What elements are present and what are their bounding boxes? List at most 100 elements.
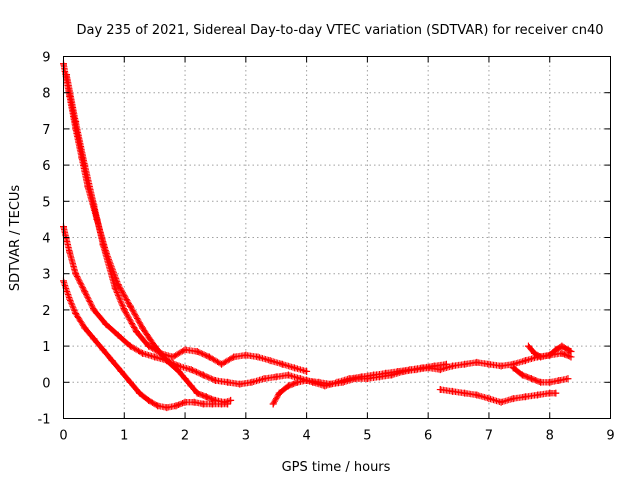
data-point [388,371,396,379]
data-point [564,375,572,383]
data-point [546,389,554,397]
data-point [242,351,250,359]
data-point [114,331,122,339]
data-point [497,398,505,406]
data-point [534,391,542,399]
data-point [187,382,195,390]
data-point [527,375,535,383]
data-point [72,310,80,318]
data-point [485,395,493,403]
data-point [145,342,153,350]
data-point [211,376,219,384]
data-point [114,281,122,289]
data-point [132,328,140,336]
data-point [175,362,183,370]
data-point [126,302,134,310]
data-layer [60,60,575,412]
data-point [436,366,444,374]
data-point [473,358,481,366]
data-point [424,364,432,372]
data-point [531,349,539,357]
series-track-8 [524,342,575,361]
data-point [99,241,107,249]
data-point [202,393,210,401]
y-tick-label: 1 [42,340,50,355]
data-point [90,201,98,209]
data-point [303,367,311,375]
data-point [558,342,566,350]
y-tick-label: 7 [42,123,50,138]
data-point [81,288,89,296]
data-point [497,362,505,370]
data-point [461,389,469,397]
data-point [145,396,153,404]
data-point [151,353,159,361]
data-point [90,306,98,314]
data-point [552,389,560,397]
data-point [293,378,301,386]
data-point [218,400,226,408]
y-tick-label: 4 [42,232,50,247]
y-tick-label: 9 [42,51,50,66]
axis-layer: 0 1 2 3 4 5 6 7 8 9 -1 0 1 2 3 4 5 6 7 8 9 [38,51,615,444]
data-point [248,378,256,386]
data-point [260,375,268,383]
data-point [218,360,226,368]
data-point [400,367,408,375]
data-point [278,360,286,368]
data-point [135,389,143,397]
data-point [555,376,563,384]
data-point [521,393,529,401]
data-point [224,378,232,386]
data-point [558,349,566,357]
data-point [81,161,89,169]
data-point [72,118,80,126]
data-point [72,270,80,278]
data-point [227,396,235,404]
data-point [509,364,517,372]
data-point [120,306,128,314]
data-point [485,360,493,368]
data-point [190,398,198,406]
data-point [224,400,232,408]
series-track-3 [60,223,450,390]
x-axis-label: GPS time / hours [282,460,391,475]
data-point [266,357,274,365]
data-point [436,386,444,394]
data-point [461,360,469,368]
x-tick-label: 5 [363,429,371,444]
data-point [376,373,384,381]
data-point [275,389,283,397]
y-tick-label: -1 [38,413,51,428]
data-point [524,342,532,350]
data-point [448,362,456,370]
series-track-7 [509,364,572,386]
data-point [269,400,277,408]
x-tick-label: 1 [120,429,128,444]
data-point [181,398,189,406]
x-tick-label: 2 [181,429,189,444]
x-tick-label: 9 [606,429,614,444]
data-point [199,400,207,408]
data-point [327,380,335,388]
y-tick-label: 8 [42,87,50,102]
data-point [236,380,244,388]
data-point [254,353,262,361]
data-point [552,346,560,354]
data-point [187,366,195,374]
data-point [126,342,134,350]
x-tick-label: 7 [485,429,493,444]
series-markers [63,71,310,375]
data-point [66,248,74,256]
data-point [81,324,89,332]
data-point [473,391,481,399]
x-tick-label: 3 [242,429,250,444]
data-point [193,348,201,356]
data-point [139,324,147,332]
data-point [154,402,162,410]
data-point [102,320,110,328]
data-point [537,353,545,361]
data-point [303,376,311,384]
x-tick-label: 6 [424,429,432,444]
data-point [363,375,371,383]
